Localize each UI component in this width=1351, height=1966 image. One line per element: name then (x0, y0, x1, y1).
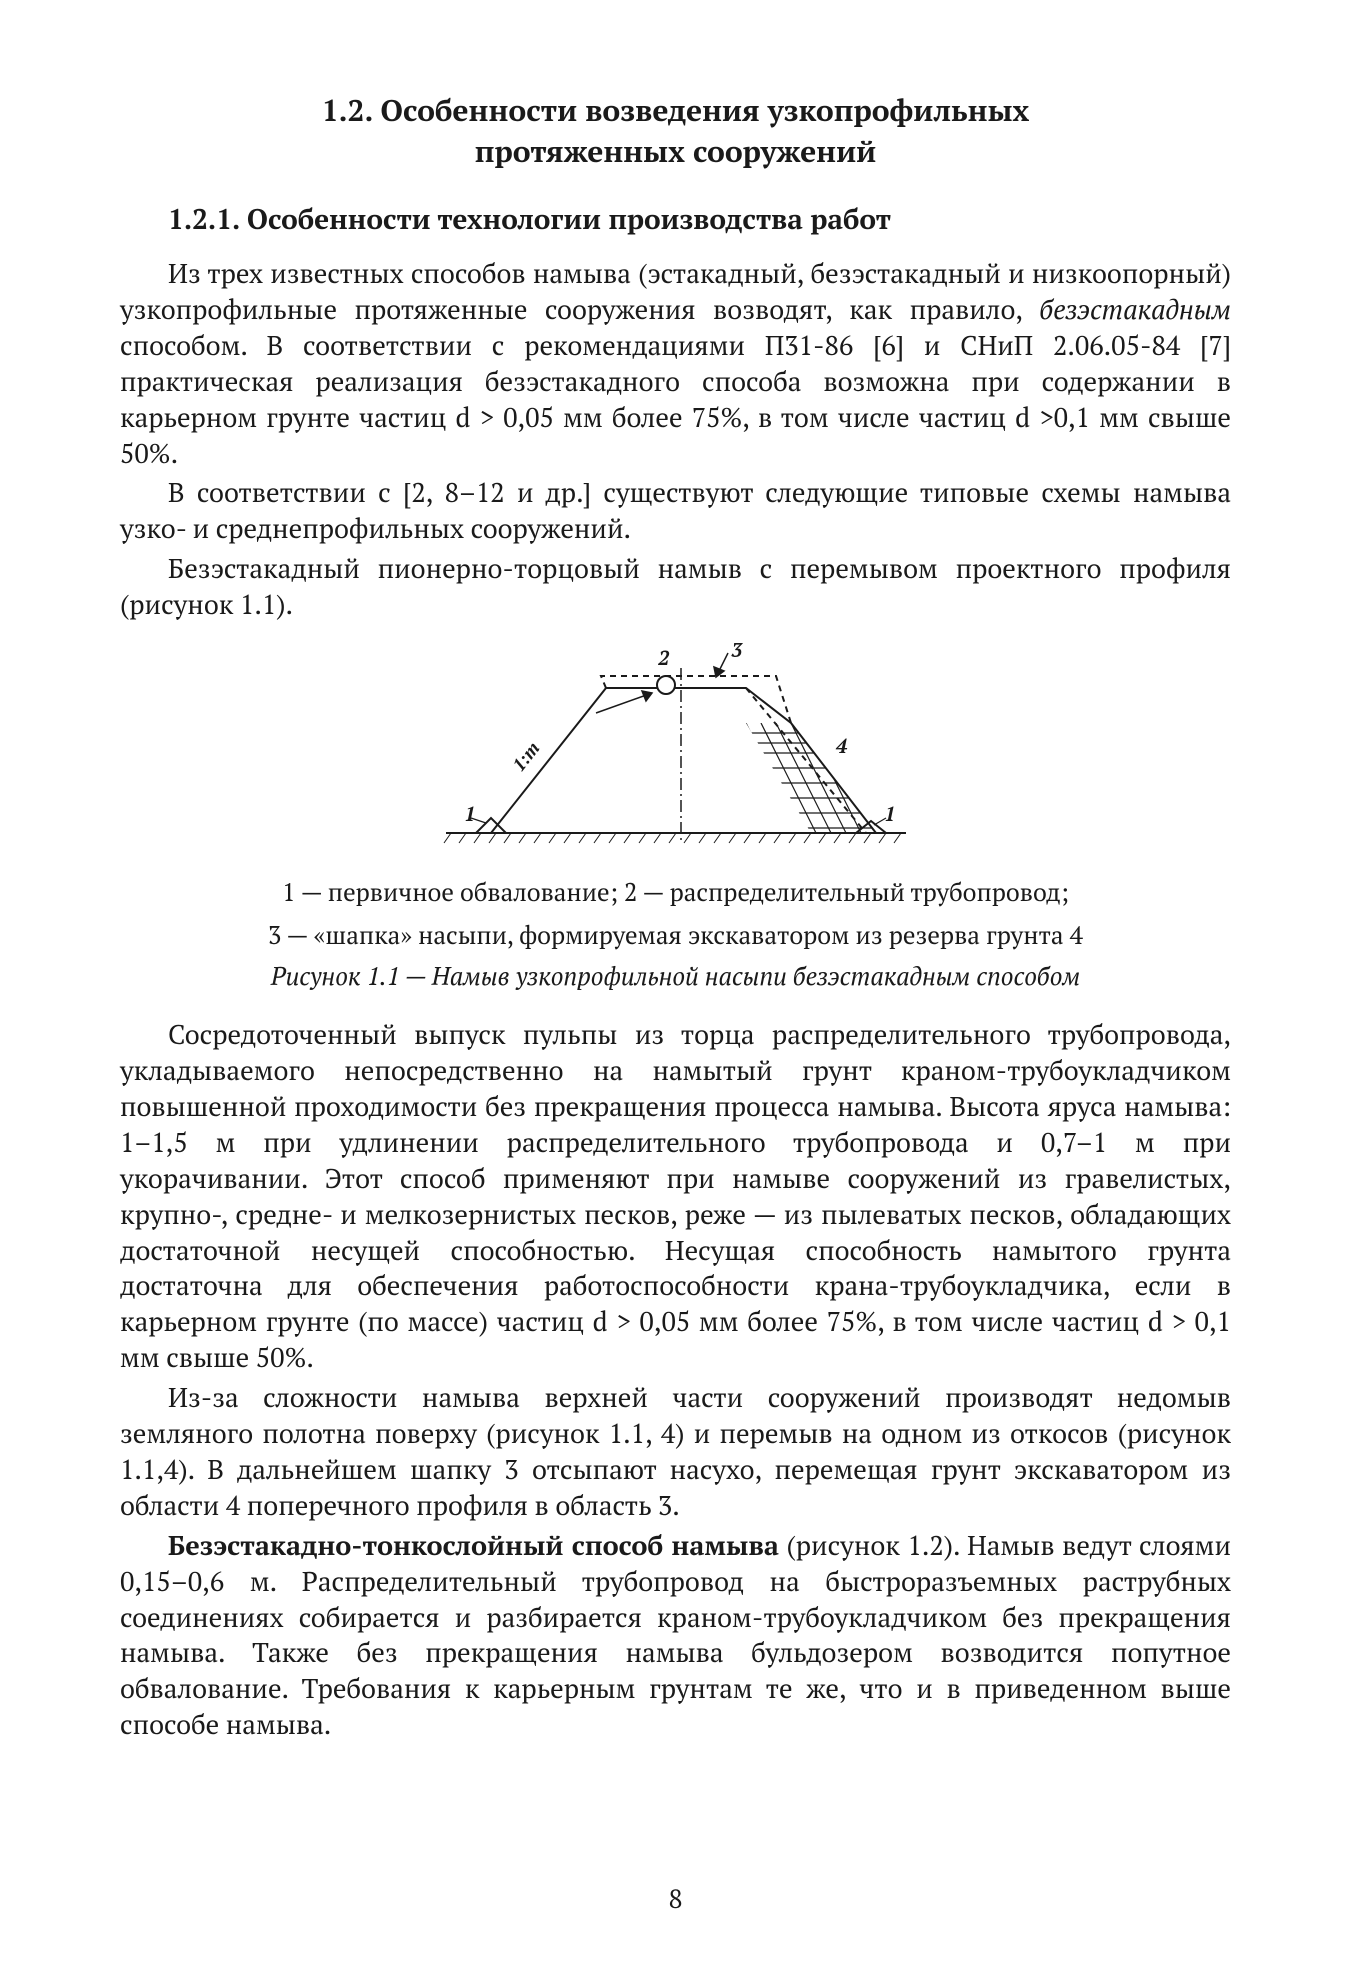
subsection-title: 1.2.1. Особенности технологии производст… (120, 201, 1231, 238)
label-1-right: 1 (884, 800, 895, 827)
paragraph-6: Безэстакадно-тонкослойный способ намыва … (120, 1528, 1231, 1743)
page: 1.2. Особенности возведения узкопрофильн… (0, 0, 1351, 1966)
figure-legend-line-2: 3 — «шапка» насыпи, формируемая экскават… (120, 920, 1231, 953)
p6-bold: Безэстакадно-тонкослойный способ намыва (168, 1527, 779, 1563)
figure-legend-line-1: 1 — первичное обвалование; 2 — распредел… (120, 877, 1231, 910)
design-slope-dashed (746, 688, 866, 833)
label-3: 3 (731, 643, 743, 663)
paragraph-4: Сосредоточенный выпуск пульпы из торца р… (120, 1017, 1231, 1376)
figure-1-1: 2 3 4 1 1 1:m (120, 643, 1231, 863)
embankment-body (491, 688, 876, 833)
label-2: 2 (657, 644, 670, 671)
label-4: 4 (835, 732, 848, 759)
cap-dashed (601, 676, 791, 723)
paragraph-5: Из-за сложности намыва верхней части соо… (120, 1380, 1231, 1524)
paragraph-2: В соответствии с [2, 8–12 и др.] существ… (120, 475, 1231, 547)
overwash-region-4 (736, 723, 896, 843)
ground-hatching (444, 833, 901, 843)
section-title: 1.2. Особенности возведения узкопрофильн… (120, 90, 1231, 171)
pipe-icon (657, 676, 675, 694)
section-title-line-2: протяженных сооружений (475, 131, 877, 171)
figure-svg: 2 3 4 1 1 1:m (436, 643, 916, 858)
arrow-to-pipe (596, 691, 652, 713)
label-1-left: 1 (464, 800, 475, 827)
paragraph-3: Безэстакадный пионерно-торцовый намыв с … (120, 551, 1231, 623)
arrow-to-cap (714, 653, 728, 677)
p1-italic: безэстакадным (1039, 291, 1231, 327)
figure-caption: Рисунок 1.1 — Намыв узкопрофильной насып… (120, 960, 1231, 993)
paragraph-1: Из трех известных способов намыва (эстак… (120, 256, 1231, 471)
section-title-line-1: 1.2. Особенности возведения узкопрофильн… (322, 90, 1030, 130)
page-number: 8 (0, 1882, 1351, 1916)
p1-part-b: способом. В соответствии с рекомендация­… (120, 327, 1231, 471)
